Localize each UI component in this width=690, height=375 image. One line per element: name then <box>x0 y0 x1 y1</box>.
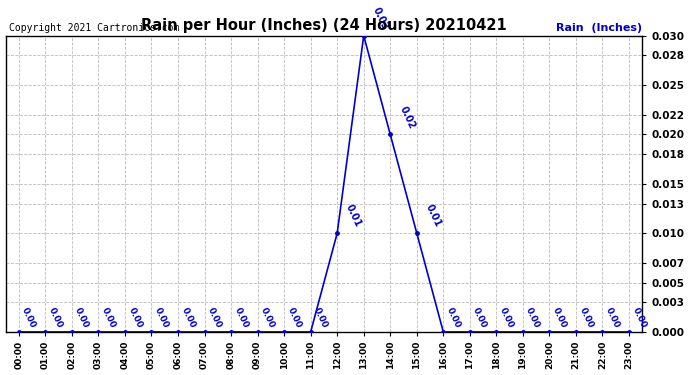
Text: 0.00: 0.00 <box>233 306 250 329</box>
Title: Rain per Hour (Inches) (24 Hours) 20210421: Rain per Hour (Inches) (24 Hours) 202104… <box>141 18 506 33</box>
Text: 0.00: 0.00 <box>551 306 568 329</box>
Text: 0.00: 0.00 <box>259 306 276 329</box>
Text: 0.00: 0.00 <box>126 306 144 329</box>
Text: 0.00: 0.00 <box>286 306 303 329</box>
Text: 0.00: 0.00 <box>73 306 90 329</box>
Text: 0.00: 0.00 <box>47 306 64 329</box>
Text: 0.01: 0.01 <box>344 203 364 229</box>
Text: 0.00: 0.00 <box>524 306 542 329</box>
Text: Copyright 2021 Cartronics.com: Copyright 2021 Cartronics.com <box>9 23 179 33</box>
Text: 0.01: 0.01 <box>424 203 443 229</box>
Text: 0.00: 0.00 <box>471 306 489 329</box>
Text: 0.02: 0.02 <box>397 104 416 130</box>
Text: 0.00: 0.00 <box>206 306 224 329</box>
Text: 0.03: 0.03 <box>371 6 390 32</box>
Text: 0.00: 0.00 <box>444 306 462 329</box>
Text: 0.00: 0.00 <box>497 306 515 329</box>
Text: 0.00: 0.00 <box>100 306 117 329</box>
Text: Rain  (Inches): Rain (Inches) <box>556 23 642 33</box>
Text: 0.00: 0.00 <box>578 306 595 329</box>
Text: 0.00: 0.00 <box>631 306 648 329</box>
Text: 0.00: 0.00 <box>179 306 197 329</box>
Text: 0.00: 0.00 <box>312 306 329 329</box>
Text: 0.00: 0.00 <box>153 306 170 329</box>
Text: 0.00: 0.00 <box>20 306 37 329</box>
Text: 0.00: 0.00 <box>604 306 621 329</box>
